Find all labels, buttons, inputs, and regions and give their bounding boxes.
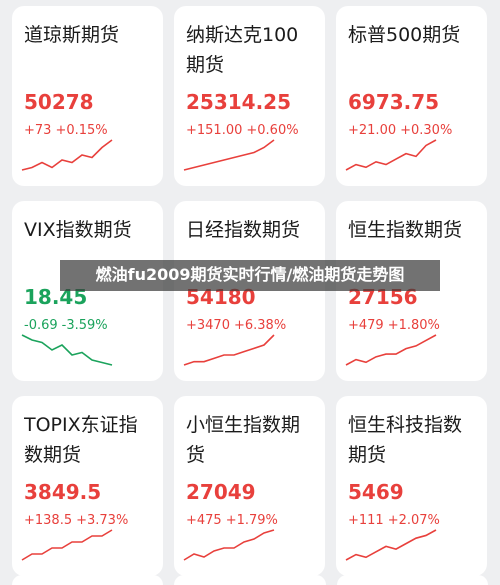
futures-grid: 道琼斯期货 50278 +73 +0.15% 纳斯达克100期货 25314.25… (12, 6, 488, 576)
change-pct: +3.73% (76, 513, 129, 528)
futures-card-sp500[interactable]: 标普500期货 6973.75 +21.00 +0.30% (336, 6, 487, 186)
card-name: 小恒生指数期货 (186, 414, 301, 466)
change-abs: +111 (348, 513, 384, 528)
card-stub (336, 575, 488, 585)
sparkline-path (183, 139, 275, 171)
sparkline-path (21, 529, 113, 561)
sparkline-path (183, 334, 275, 366)
futures-card-topix[interactable]: TOPIX东证指数期货 3849.5 +138.5 +3.73% (12, 396, 163, 576)
card-price: 27049 (186, 480, 256, 504)
card-name: VIX指数期货 (24, 219, 132, 241)
sparkline-path (345, 139, 437, 171)
card-change: +479 +1.80% (348, 317, 477, 335)
futures-card-mini-hangseng[interactable]: 小恒生指数期货 27049 +475 +1.79% (174, 396, 325, 576)
card-name: TOPIX东证指数期货 (24, 414, 138, 466)
futures-card-hangseng-tech[interactable]: 恒生科技指数期货 5469 +111 +2.07% (336, 396, 487, 576)
change-pct: +2.07% (387, 513, 440, 528)
card-name: 恒生科技指数期货 (348, 414, 463, 466)
sparkline-path (21, 334, 113, 366)
sparkline (345, 139, 437, 171)
change-pct: -3.59% (61, 318, 108, 333)
next-row-cards (12, 575, 488, 585)
sparkline (345, 334, 437, 366)
card-change: +138.5 +3.73% (24, 512, 153, 530)
sparkline-path (345, 334, 437, 366)
change-abs: +475 (186, 513, 222, 528)
sparkline-path (21, 139, 113, 171)
card-name: 道琼斯期货 (24, 24, 120, 46)
card-price: 25314.25 (186, 90, 292, 114)
card-change: +475 +1.79% (186, 512, 315, 530)
card-name: 日经指数期货 (186, 219, 301, 241)
change-abs: +479 (348, 318, 384, 333)
sparkline-path (345, 529, 437, 561)
sparkline (183, 334, 275, 366)
change-pct: +1.80% (387, 318, 440, 333)
card-change: +21.00 +0.30% (348, 122, 477, 140)
change-pct: +1.79% (225, 513, 278, 528)
change-abs: -0.69 (24, 318, 58, 333)
card-price: 3849.5 (24, 480, 102, 504)
watermark-title: 燃油fu2009期货实时行情/燃油期货走势图 (60, 260, 440, 291)
sparkline (21, 139, 113, 171)
card-name: 纳斯达克100期货 (186, 24, 299, 76)
card-price: 6973.75 (348, 90, 440, 114)
card-change: +73 +0.15% (24, 122, 153, 140)
card-price: 5469 (348, 480, 404, 504)
card-change: -0.69 -3.59% (24, 317, 153, 335)
sparkline (183, 139, 275, 171)
change-pct: +6.38% (233, 318, 287, 333)
sparkline (183, 529, 275, 561)
sparkline (21, 529, 113, 561)
change-abs: +73 (24, 123, 52, 138)
card-name: 恒生指数期货 (348, 219, 463, 241)
futures-card-dow[interactable]: 道琼斯期货 50278 +73 +0.15% (12, 6, 163, 186)
sparkline (21, 334, 113, 366)
card-price: 50278 (24, 90, 94, 114)
futures-card-nasdaq100[interactable]: 纳斯达克100期货 25314.25 +151.00 +0.60% (174, 6, 325, 186)
card-stub (174, 575, 326, 585)
change-pct: +0.30% (400, 123, 453, 138)
card-change: +3470 +6.38% (186, 317, 315, 335)
futures-card-nikkei[interactable]: 日经指数期货 54180 +3470 +6.38% (174, 201, 325, 381)
card-name: 标普500期货 (348, 24, 461, 46)
card-stub (12, 575, 164, 585)
sparkline (345, 529, 437, 561)
change-pct: +0.60% (246, 123, 299, 138)
change-abs: +151.00 (186, 123, 243, 138)
futures-card-vix[interactable]: VIX指数期货 18.45 -0.69 -3.59% (12, 201, 163, 381)
sparkline-path (183, 529, 275, 561)
card-change: +151.00 +0.60% (186, 122, 315, 140)
change-abs: +3470 (186, 318, 230, 333)
card-change: +111 +2.07% (348, 512, 477, 530)
change-abs: +138.5 (24, 513, 73, 528)
change-pct: +0.15% (55, 123, 108, 138)
change-abs: +21.00 (348, 123, 397, 138)
futures-card-hangseng[interactable]: 恒生指数期货 27156 +479 +1.80% (336, 201, 487, 381)
